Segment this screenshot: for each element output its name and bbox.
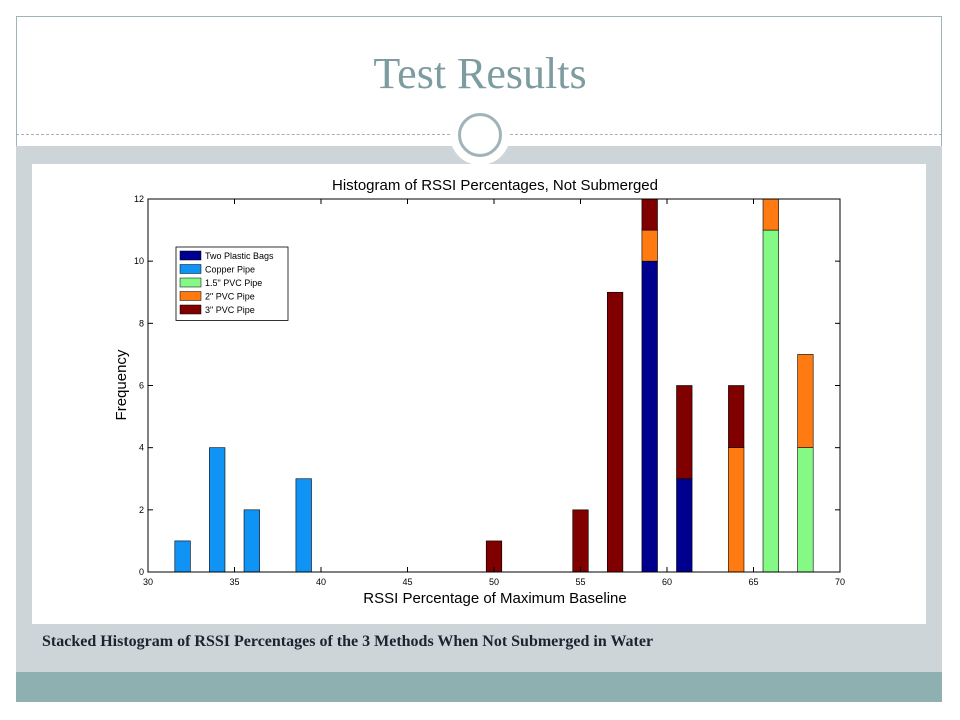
histogram-chart: Histogram of RSSI Percentages, Not Subme… [113, 177, 845, 607]
legend-swatch [179, 304, 202, 315]
legend-swatch [179, 291, 202, 301]
title-divider-left [16, 134, 450, 135]
footer-band [16, 672, 942, 702]
legend-label: 3" PVC Pipe [205, 305, 255, 315]
title-divider-right [510, 134, 942, 135]
bar-66-series-3 [762, 198, 779, 231]
bar-61-series-4 [676, 385, 693, 480]
x-axis-label: RSSI Percentage of Maximum Baseline [363, 590, 626, 607]
bar-64-series-3 [728, 447, 745, 573]
bar-group [174, 198, 814, 573]
tick-group: 30 35 40 45 50 55 60 65 70 0 2 4 6 8 10 12 [134, 194, 845, 587]
legend-label: Copper Pipe [205, 265, 255, 275]
x-tick-label: 45 [402, 577, 412, 587]
slide-title: Test Results [373, 49, 587, 98]
x-tick-label: 55 [575, 577, 585, 587]
legend-label: 2" PVC Pipe [205, 292, 255, 302]
bar-34-series-1 [209, 447, 226, 573]
y-tick-label: 4 [139, 443, 144, 453]
legend-swatch [179, 250, 202, 261]
bar-39-series-1 [295, 478, 312, 573]
bar-32-series-1 [174, 540, 191, 573]
x-tick-label: 65 [748, 577, 758, 587]
legend: Two Plastic Bags Copper Pipe 1.5" PVC Pipe… [175, 246, 289, 321]
figure-caption: Stacked Histogram of RSSI Percentages of… [42, 633, 654, 650]
bar-36-series-1 [243, 509, 260, 573]
bar-68-series-3 [797, 354, 814, 448]
bar-66-series-2 [762, 229, 779, 573]
bar-59-series-3 [641, 229, 658, 262]
x-tick-label: 40 [316, 577, 326, 587]
y-axis-label: Frequency [113, 349, 130, 420]
divider-ring-ornament [450, 105, 510, 165]
y-tick-label: 2 [139, 505, 144, 515]
y-tick-label: 10 [134, 256, 144, 266]
x-tick-label: 50 [489, 577, 499, 587]
y-tick-label: 8 [139, 318, 144, 328]
legend-swatch [179, 277, 202, 288]
bar-64-series-4 [728, 385, 745, 448]
bar-61-series-0 [676, 478, 693, 573]
bar-59-series-4 [641, 198, 658, 231]
chart-panel: Histogram of RSSI Percentages, Not Subme… [32, 164, 926, 624]
chart-title: Histogram of RSSI Percentages, Not Subme… [332, 177, 658, 194]
y-tick-label: 12 [134, 194, 144, 204]
y-tick-label: 6 [139, 381, 144, 391]
y-tick-label: 0 [139, 567, 144, 577]
bar-59-series-0 [641, 260, 658, 573]
legend-label: 1.5" PVC Pipe [205, 278, 262, 288]
bar-57-series-4 [607, 291, 624, 573]
x-tick-label: 70 [835, 577, 845, 587]
x-tick-label: 60 [662, 577, 672, 587]
legend-swatch [179, 264, 202, 274]
bar-68-series-2 [797, 447, 814, 573]
x-tick-label: 30 [143, 577, 153, 587]
legend-label: Two Plastic Bags [205, 251, 274, 261]
bar-55-series-4 [572, 509, 589, 573]
x-tick-label: 35 [229, 577, 239, 587]
